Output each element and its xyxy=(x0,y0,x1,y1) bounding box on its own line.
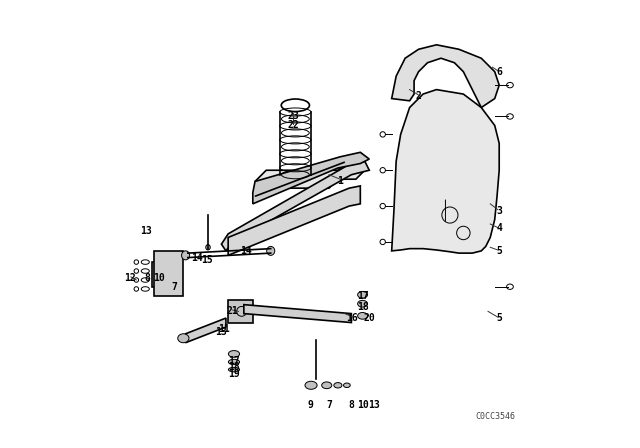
Ellipse shape xyxy=(228,350,239,358)
Polygon shape xyxy=(221,161,369,251)
Ellipse shape xyxy=(305,381,317,389)
Ellipse shape xyxy=(206,245,210,250)
Polygon shape xyxy=(392,45,499,108)
Ellipse shape xyxy=(358,291,367,298)
Ellipse shape xyxy=(228,367,239,372)
Ellipse shape xyxy=(344,383,350,388)
Polygon shape xyxy=(253,152,369,204)
Text: 1: 1 xyxy=(337,177,343,186)
Text: 10: 10 xyxy=(356,401,369,410)
Text: 2: 2 xyxy=(415,91,422,101)
Polygon shape xyxy=(255,161,365,188)
Text: 5: 5 xyxy=(496,313,502,323)
Text: 14: 14 xyxy=(191,253,203,263)
Text: 8: 8 xyxy=(145,273,150,283)
Ellipse shape xyxy=(334,383,342,388)
Polygon shape xyxy=(392,90,499,253)
Text: 10: 10 xyxy=(153,273,164,283)
Polygon shape xyxy=(186,318,226,343)
Polygon shape xyxy=(244,305,351,323)
Ellipse shape xyxy=(267,246,275,255)
Ellipse shape xyxy=(228,359,239,365)
Text: 18: 18 xyxy=(356,302,369,312)
Text: 14: 14 xyxy=(240,246,252,256)
Text: 7: 7 xyxy=(172,282,177,292)
Text: 12: 12 xyxy=(124,273,136,283)
Text: 15: 15 xyxy=(201,255,213,265)
Text: 13: 13 xyxy=(140,226,152,236)
Polygon shape xyxy=(228,300,253,323)
Text: 20: 20 xyxy=(364,313,375,323)
Text: 6: 6 xyxy=(496,67,502,77)
Text: 23: 23 xyxy=(287,112,299,121)
Text: 19: 19 xyxy=(228,369,240,379)
Text: C0CC3546: C0CC3546 xyxy=(475,412,515,421)
Text: 7: 7 xyxy=(326,401,332,410)
Text: 8: 8 xyxy=(348,401,355,410)
Text: 17: 17 xyxy=(228,356,240,366)
Text: 3: 3 xyxy=(496,206,502,215)
Ellipse shape xyxy=(182,251,189,260)
Polygon shape xyxy=(154,251,184,296)
Polygon shape xyxy=(152,262,161,287)
Ellipse shape xyxy=(358,300,367,307)
Text: 21: 21 xyxy=(227,306,239,316)
Text: 17: 17 xyxy=(356,291,369,301)
Text: 5: 5 xyxy=(496,246,502,256)
Text: 11: 11 xyxy=(218,324,230,334)
Polygon shape xyxy=(228,186,360,255)
Text: 4: 4 xyxy=(496,224,502,233)
Text: 9: 9 xyxy=(307,401,313,410)
Ellipse shape xyxy=(322,382,332,388)
Ellipse shape xyxy=(358,313,367,319)
Text: 13: 13 xyxy=(216,327,227,336)
Ellipse shape xyxy=(178,334,189,343)
Text: 13: 13 xyxy=(368,401,380,410)
Text: 16: 16 xyxy=(346,313,358,323)
Text: 18: 18 xyxy=(228,362,240,372)
Text: 22: 22 xyxy=(287,121,299,130)
